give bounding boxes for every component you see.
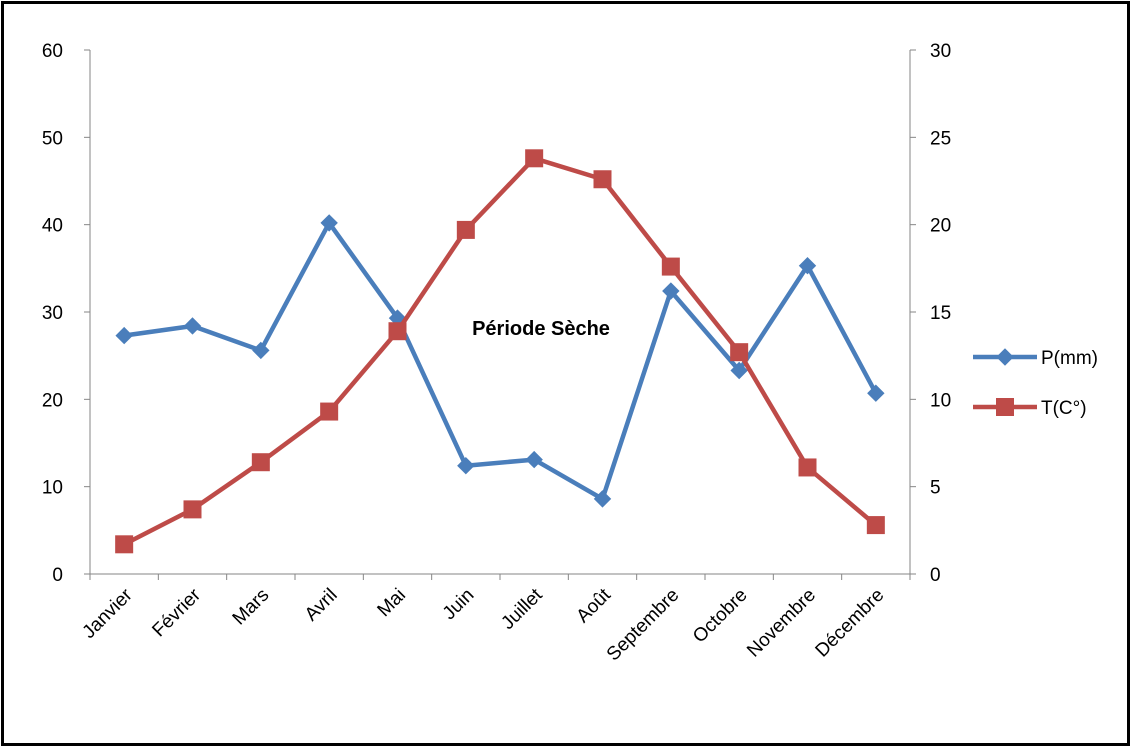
y-axis-right-tick-label: 15: [930, 303, 951, 324]
legend-label-t-c: T(C°): [1041, 398, 1087, 419]
y-axis-right-tick-label: 5: [930, 478, 941, 499]
data-point-p-mm-juillet: [525, 450, 543, 469]
data-point-p-mm-octobre: [730, 361, 748, 380]
series-p-mm: [115, 214, 885, 508]
data-point-p-mm-novembre: [798, 257, 817, 275]
y-axis-left-tick-label: 50: [42, 128, 63, 149]
x-axis-tick-label-janvier: Janvier: [79, 584, 138, 643]
data-point-p-mm-decembre: [867, 384, 885, 402]
axes: 0 10 20 30 40 50 60 0 5 10 15 20 25 30 Janvier Février M…: [42, 41, 951, 665]
series-layer: [115, 149, 885, 554]
x-axis-tick-label-novembre: Novembre: [743, 585, 820, 662]
data-point-t-c-juillet: [525, 149, 544, 168]
data-point-p-mm-aout: [593, 490, 612, 508]
series-line-p-mm: [121, 220, 879, 502]
data-point-t-c-fevrier: [183, 500, 202, 519]
data-point-p-mm-fevrier: [183, 317, 202, 335]
data-point-p-mm-mars: [252, 341, 270, 360]
legend-label-p-mm: P(mm): [1041, 348, 1098, 369]
data-point-t-c-avril: [320, 402, 339, 421]
y-axis-right-tick-label: 20: [930, 216, 951, 237]
x-axis-tick-label-mai: Mai: [374, 585, 411, 622]
y-axis-right-tick-label: 10: [930, 390, 951, 411]
y-axis-left-tick-label: 30: [42, 303, 63, 324]
legend-swatch-marker-t-c: [996, 398, 1014, 416]
y-axis-left-tick-label: 10: [42, 478, 63, 499]
x-axis-tick-label-juin: Juin: [439, 585, 478, 624]
legend-item-t-c: T(C°): [973, 398, 1087, 419]
y-axis-left-tick-label: 60: [42, 41, 63, 62]
data-point-t-c-octobre: [730, 343, 749, 362]
y-axis-left-tick-label: 20: [42, 390, 63, 411]
legend: P(mm) T(C°): [973, 348, 1098, 419]
x-axis-tick-label-juillet: Juillet: [498, 584, 548, 634]
data-point-t-c-aout: [593, 170, 612, 189]
x-axis-tick-label-fevrier: Février: [148, 584, 205, 641]
legend-swatch-marker-p-mm: [996, 348, 1014, 366]
data-point-p-mm-juin: [457, 456, 475, 475]
x-axis-tick-label-decembre: Décembre: [812, 585, 889, 662]
y-axis-right-tick-label: 30: [930, 41, 951, 62]
chart: 0 10 20 30 40 50 60 0 5 10 15 20 25 30 Janvier Février M…: [42, 41, 1098, 665]
series-t-c: [115, 149, 885, 554]
data-point-t-c-janvier: [115, 535, 134, 554]
x-axis-tick-label-octobre: Octobre: [689, 585, 752, 648]
data-point-t-c-juin: [456, 220, 475, 239]
data-point-t-c-mars: [251, 453, 270, 472]
y-axis-left-tick-label: 40: [42, 216, 63, 237]
x-axis-tick-label-septembre: Septembre: [603, 585, 684, 666]
x-axis-tick-label-aout: Août: [573, 584, 616, 627]
data-point-p-mm-avril: [320, 214, 338, 232]
x-axis-tick-label-avril: Avril: [301, 585, 342, 626]
data-point-t-c-septembre: [661, 257, 680, 276]
legend-item-p-mm: P(mm): [973, 348, 1098, 369]
annotation-periode-seche: Période Sèche: [472, 318, 610, 340]
y-axis-left-tick-label: 0: [52, 565, 63, 586]
y-axis-right-tick-label: 25: [930, 128, 951, 149]
data-point-p-mm-septembre: [662, 282, 680, 300]
data-point-p-mm-janvier: [115, 326, 133, 345]
series-line-t-c: [121, 156, 879, 547]
x-axis-tick-label-mars: Mars: [229, 585, 274, 630]
data-point-t-c-mai: [388, 322, 407, 341]
data-point-t-c-novembre: [798, 458, 817, 477]
y-axis-right-tick-label: 0: [930, 565, 941, 586]
data-point-t-c-decembre: [866, 516, 885, 535]
